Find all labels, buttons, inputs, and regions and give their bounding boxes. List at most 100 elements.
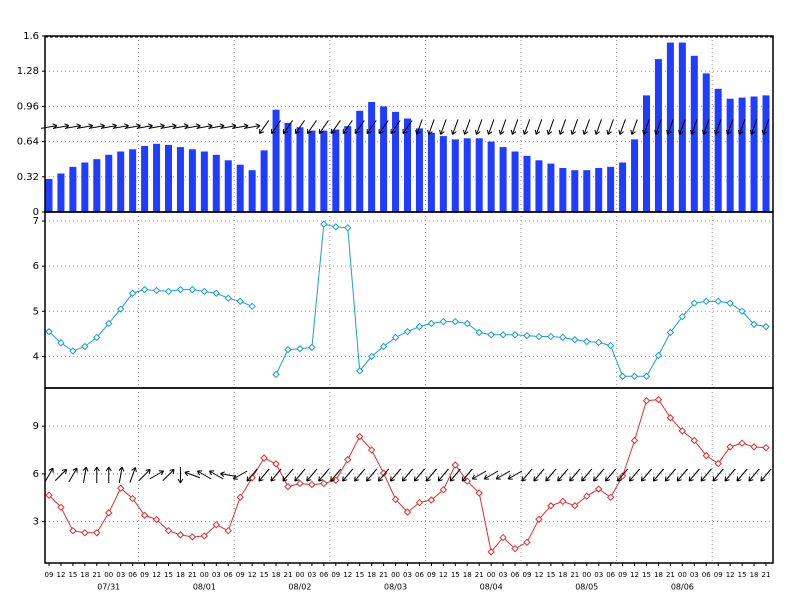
point-marker [463,319,471,328]
wind-arrow [282,120,293,135]
point-marker [176,531,185,539]
wind-arrow [318,468,330,482]
wind-arrow [377,468,390,482]
bar [69,166,77,212]
panel-frame [44,387,774,564]
point-marker [726,299,734,307]
wind-arrow [688,468,700,482]
point-marker [296,345,304,353]
point-marker [200,532,209,540]
wind-arrow [712,468,724,482]
x-tick-label: 18 [367,571,376,579]
y-tick-label: 3 [33,517,39,528]
wind-arrow [129,467,137,483]
point-marker [535,515,543,523]
x-tick-label: 15 [451,571,460,579]
wind-arrow [378,120,389,135]
wind-arrow [118,466,125,483]
wind-arrow [389,468,402,482]
bar [272,109,280,212]
x-tick-label: 03 [594,571,603,579]
bar [153,143,161,212]
point-marker [81,342,89,351]
bar [654,59,662,212]
wind-arrow [725,119,734,135]
bar [750,96,758,212]
wind-arrow [461,468,473,482]
point-marker [284,345,292,354]
bar [451,139,459,212]
point-marker [487,331,495,339]
bar [57,173,65,212]
wind-arrow [664,468,676,482]
x-tick-label: 06 [702,571,711,579]
bar [284,122,292,212]
x-date-label: 08/06 [671,583,694,592]
point-marker [128,289,137,297]
wind-arrow [401,468,414,482]
wind-arrow [483,470,499,480]
point-marker [344,455,352,464]
x-tick-label: 00 [104,571,113,579]
bar [93,159,101,212]
x-tick-label: 03 [690,571,699,579]
bar [188,149,196,212]
point-marker [523,331,531,340]
bar [141,146,149,212]
x-tick-label: 21 [379,571,388,579]
wind-arrow [246,468,258,482]
point-marker [391,495,400,504]
wind-arrow [68,467,78,483]
x-tick-label: 18 [272,571,281,579]
x-tick-label: 12 [439,571,448,579]
x-tick-label: 21 [666,571,675,579]
x-tick-label: 21 [188,571,197,579]
point-marker [45,491,53,499]
bar [726,98,734,212]
point-marker [439,317,448,326]
point-marker [738,307,746,315]
x-tick-label: 21 [92,571,101,579]
point-marker [690,436,699,445]
wind-arrow [640,468,653,482]
point-marker [439,486,448,494]
point-marker [188,533,197,541]
point-marker [571,336,579,344]
point-marker [738,439,746,447]
point-marker [547,502,555,510]
wind-arrow [390,120,401,135]
x-tick-label: 12 [248,571,257,579]
wind-arrow [162,468,175,482]
bar [607,166,615,212]
wind-arrow [498,119,507,135]
point-marker [714,459,722,468]
point-marker [618,372,627,380]
wind-arrow [258,468,270,482]
point-marker [224,526,232,535]
wind-arrow [666,119,674,135]
point-marker [606,341,615,350]
wind-arrow [737,119,746,135]
point-marker [45,327,53,336]
wind-arrow [557,468,569,482]
bar [487,141,495,212]
wind-arrow [463,119,471,135]
point-marker [571,502,579,510]
wind-arrow [486,119,495,135]
point-marker [583,337,591,346]
wind-arrow [507,470,523,480]
point-marker [164,526,173,535]
bar [260,150,268,212]
point-marker [128,494,137,503]
point-marker [403,327,412,336]
wind-arrow [545,468,557,482]
wind-arrow [534,119,543,135]
point-marker [379,342,388,351]
x-tick-label: 03 [212,571,221,579]
point-marker [666,414,675,422]
x-tick-label: 06 [128,571,137,579]
point-marker [511,544,519,553]
x-tick-label: 06 [415,571,424,579]
point-marker [583,492,591,500]
point-marker [391,333,400,342]
